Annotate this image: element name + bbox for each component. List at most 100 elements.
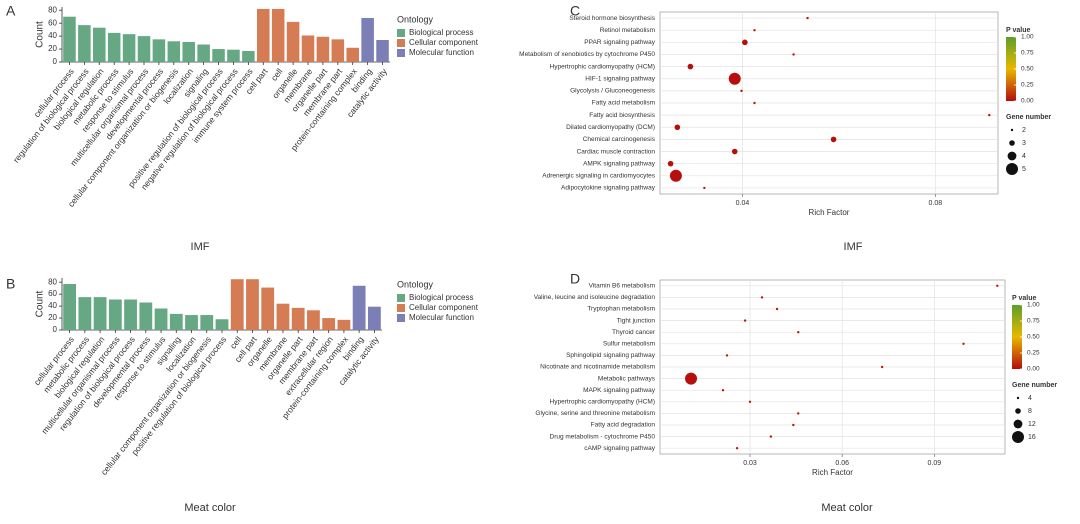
- size-legend-dot: [1007, 151, 1017, 161]
- y-tick-label: Dilated cardiomyopathy (DCM): [566, 124, 655, 131]
- y-tick-label: 40: [48, 31, 57, 40]
- y-tick-label: 80: [48, 5, 57, 14]
- legend-swatch: [397, 294, 405, 302]
- size-legend-dot: [1010, 128, 1014, 132]
- bubble: [667, 160, 674, 167]
- bubble: [988, 113, 991, 117]
- bar: [316, 36, 330, 62]
- y-tick-label: Tight junction: [617, 317, 656, 324]
- y-tick-label: 20: [48, 44, 57, 53]
- bar: [78, 25, 91, 63]
- bar: [63, 16, 76, 62]
- bar: [169, 313, 183, 330]
- y-tick-label: Sphingolipid signaling pathway: [566, 352, 656, 359]
- y-tick-label: Metabolic pathways: [598, 375, 656, 382]
- x-tick-label: 0.03: [743, 460, 757, 467]
- caption: IMF: [844, 241, 863, 253]
- bar: [200, 315, 214, 330]
- x-tick-label: 0.06: [835, 460, 849, 467]
- color-tick-label: 1.00: [1021, 34, 1034, 41]
- legend-title: Ontology: [397, 279, 434, 289]
- y-tick-label: 20: [48, 313, 57, 322]
- bubble: [669, 169, 682, 182]
- y-tick-label: Hypertrophic cardiomyopathy (HCM): [550, 399, 655, 406]
- bar: [93, 27, 106, 62]
- y-tick-label: AMPK signaling pathway: [583, 160, 656, 167]
- bubble: [769, 435, 773, 438]
- size-legend-dot: [1016, 396, 1020, 400]
- y-tick-label: Drug metabolism - cytochrome P450: [550, 433, 656, 440]
- legend-label: Molecular function: [409, 48, 474, 57]
- y-tick-label: Cardiac muscle contraction: [577, 148, 656, 155]
- bar: [346, 47, 359, 62]
- legend-label: Molecular function: [409, 313, 474, 322]
- bar: [122, 34, 136, 62]
- bar: [261, 287, 275, 330]
- bar: [185, 315, 198, 330]
- color-tick-label: 0.50: [1021, 66, 1034, 73]
- size-legend-label: 4: [1022, 153, 1026, 160]
- bar: [271, 8, 285, 62]
- bubble: [703, 186, 706, 190]
- size-legend-label: 16: [1028, 434, 1036, 441]
- y-tick-label: MAPK signaling pathway: [583, 387, 656, 394]
- bubble: [731, 148, 738, 155]
- color-tick-label: 0.75: [1027, 318, 1040, 325]
- bar: [107, 32, 121, 62]
- y-tick-label: Glycine, serine and threonine metabolism: [535, 410, 655, 417]
- bubble: [742, 39, 748, 46]
- y-tick-label: Fatty acid metabolism: [592, 100, 655, 107]
- bubble: [753, 29, 756, 32]
- bubble: [685, 372, 698, 385]
- color-tick-label: 0.75: [1021, 50, 1034, 57]
- panel-label: D: [570, 271, 580, 287]
- y-tick-label: Adipocytokine signaling pathway: [561, 185, 656, 192]
- panel-label: C: [570, 3, 580, 19]
- color-legend-title: P value: [1006, 27, 1030, 34]
- color-tick-label: 1.00: [1027, 302, 1040, 309]
- y-tick-label: Fatty acid biosynthesis: [589, 112, 656, 119]
- bubble: [760, 296, 764, 299]
- bubble: [674, 124, 681, 131]
- bar: [242, 51, 255, 62]
- bar: [152, 39, 166, 62]
- y-tick-label: Thyroid cancer: [612, 329, 656, 336]
- bar: [108, 299, 122, 330]
- bar: [376, 40, 389, 62]
- bubble: [740, 89, 743, 93]
- y-tick-label: Steroid hormone biosynthesis: [569, 15, 655, 22]
- caption: IMF: [191, 241, 210, 253]
- bar: [124, 299, 137, 330]
- size-legend-label: 3: [1022, 140, 1026, 147]
- bar: [182, 41, 195, 62]
- y-tick-label: Valine, leucine and isoleucine degradati…: [534, 294, 656, 301]
- bar: [276, 303, 290, 330]
- color-tick-label: 0.50: [1027, 334, 1040, 341]
- y-axis-label: Count: [35, 21, 46, 48]
- bubble: [743, 319, 747, 322]
- bubble: [721, 389, 725, 392]
- y-tick-label: Glycolysis / Gluconeogenesis: [570, 88, 656, 95]
- bubble: [775, 307, 779, 311]
- bubble: [806, 16, 809, 20]
- color-tick-label: 0.00: [1021, 98, 1034, 105]
- color-bar: [1012, 305, 1022, 369]
- bar: [154, 308, 168, 330]
- bar: [352, 285, 366, 330]
- y-tick-label: HIF-1 signaling pathway: [585, 75, 655, 82]
- y-tick-label: 60: [48, 289, 57, 298]
- color-tick-label: 0.00: [1027, 366, 1040, 373]
- legend-swatch: [397, 29, 405, 37]
- color-tick-label: 0.25: [1021, 82, 1034, 89]
- y-tick-label: 0: [53, 325, 58, 334]
- bubble: [792, 53, 795, 56]
- color-tick-label: 0.25: [1027, 350, 1040, 357]
- bubble: [735, 447, 739, 450]
- y-tick-label: 80: [48, 277, 57, 286]
- y-tick-label: Nicotinate and nicotinamide metabolism: [540, 364, 655, 371]
- bar: [230, 279, 244, 330]
- bar: [167, 41, 181, 62]
- y-tick-label: Hypertrophic cardiomyopathy (HCM): [550, 63, 655, 70]
- size-legend-title: Gene number: [1006, 114, 1051, 121]
